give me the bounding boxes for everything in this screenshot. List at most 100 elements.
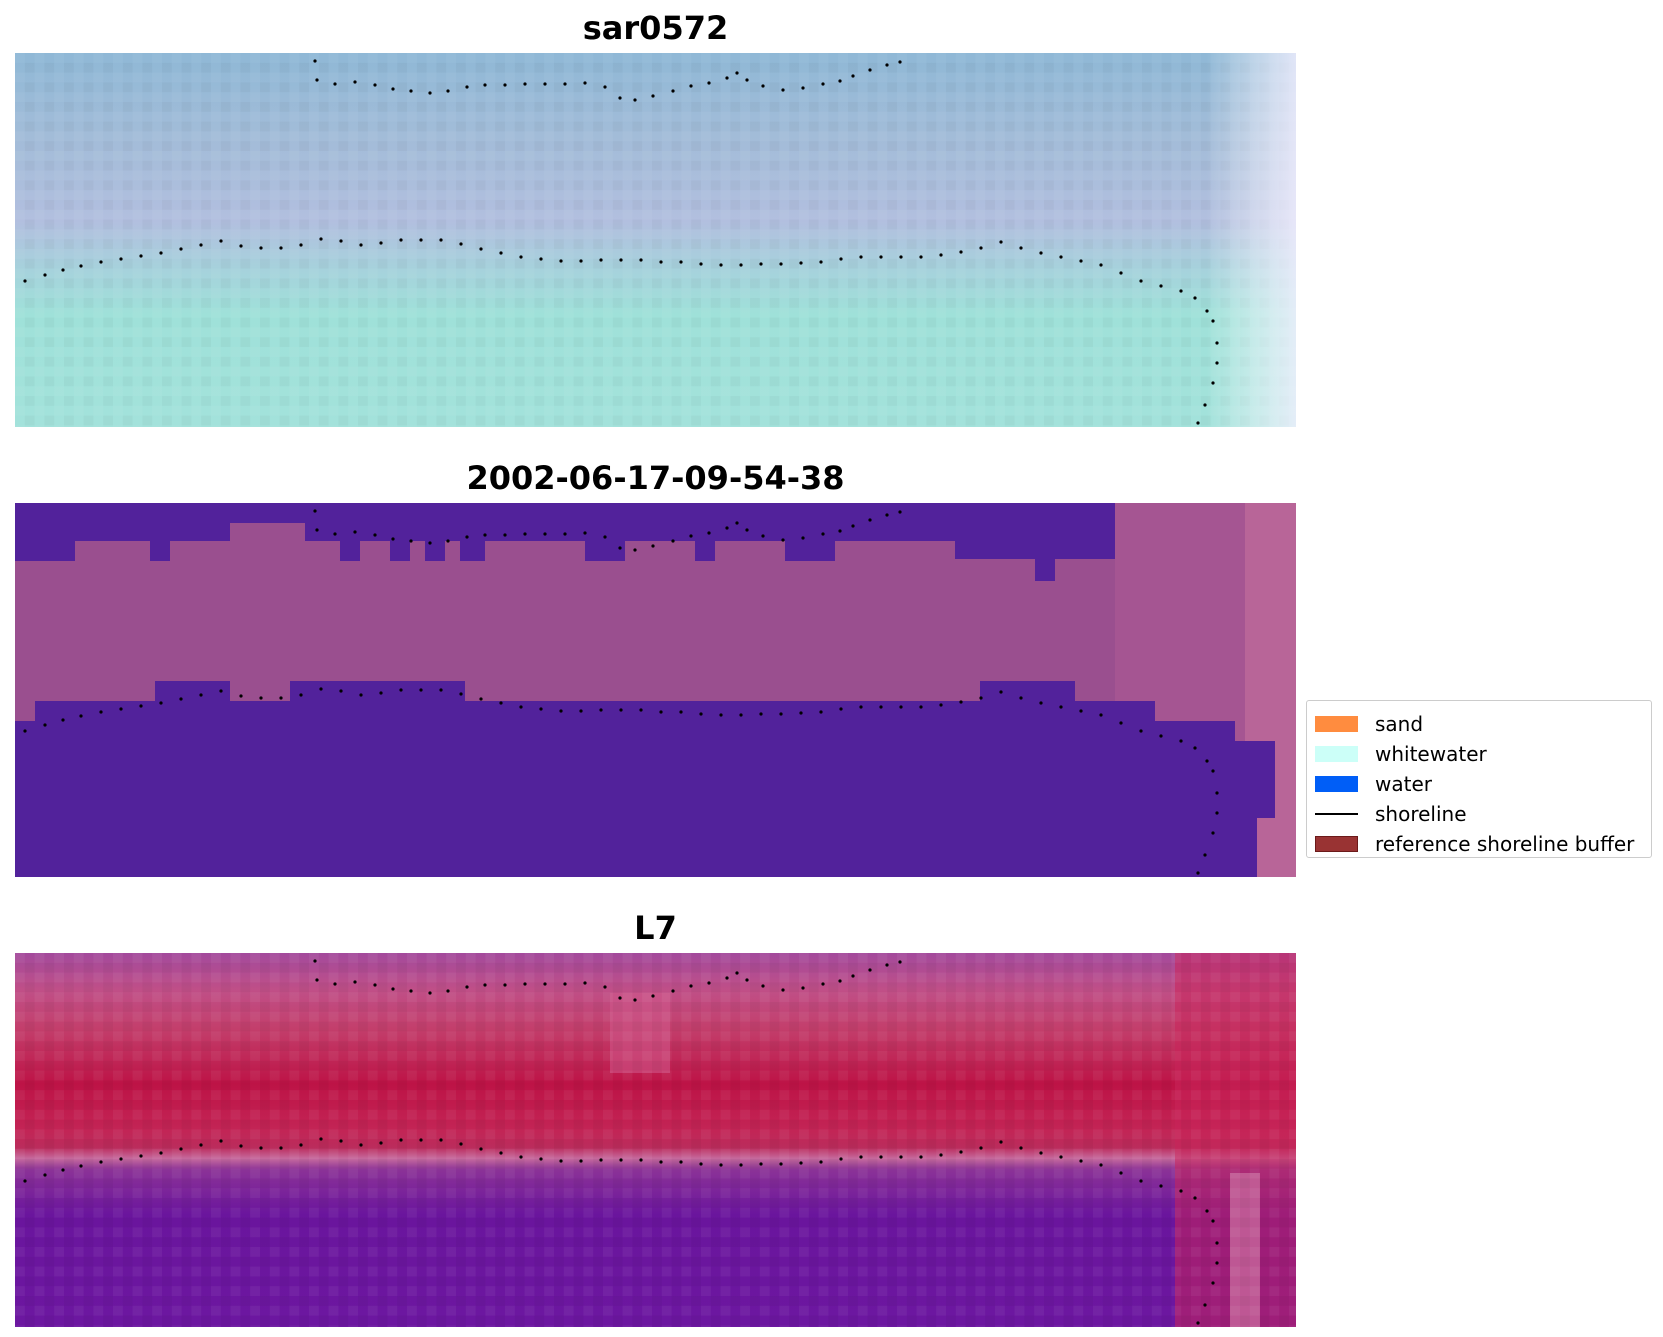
shoreline-point bbox=[1211, 1219, 1215, 1223]
shoreline-point bbox=[259, 1146, 263, 1150]
shoreline-point bbox=[603, 85, 607, 89]
shoreline-point bbox=[1099, 263, 1103, 267]
shoreline-point bbox=[459, 1142, 463, 1146]
shoreline-point bbox=[159, 1151, 163, 1155]
shoreline-point bbox=[159, 251, 163, 255]
shoreline-point bbox=[1211, 381, 1215, 385]
shoreline-point bbox=[1039, 1151, 1043, 1155]
shoreline-point bbox=[838, 529, 842, 533]
shoreline-point bbox=[939, 253, 943, 257]
shoreline-point bbox=[539, 707, 543, 711]
shoreline-point bbox=[219, 239, 223, 243]
shoreline-point bbox=[618, 96, 622, 100]
shoreline-point bbox=[885, 963, 889, 967]
shoreline-point bbox=[919, 255, 923, 259]
shoreline-point bbox=[659, 260, 663, 264]
shoreline-point bbox=[279, 696, 283, 700]
shoreline-point bbox=[725, 526, 729, 530]
shoreline-point bbox=[319, 237, 323, 241]
shoreline-point bbox=[391, 87, 395, 91]
shoreline-point bbox=[419, 688, 423, 692]
legend-label: sand bbox=[1375, 712, 1424, 736]
shoreline-point bbox=[199, 243, 203, 247]
shoreline-point bbox=[979, 1146, 983, 1150]
shoreline-point bbox=[499, 701, 503, 705]
shoreline-point bbox=[409, 989, 413, 993]
shoreline-point bbox=[299, 1143, 303, 1147]
shoreline-point bbox=[99, 260, 103, 264]
shoreline-point bbox=[679, 260, 683, 264]
shoreline-point bbox=[559, 259, 563, 263]
shoreline-point bbox=[179, 697, 183, 701]
shoreline-point bbox=[359, 693, 363, 697]
shoreline-point bbox=[353, 80, 357, 84]
shoreline-point bbox=[1159, 734, 1163, 738]
shoreline-point bbox=[739, 263, 743, 267]
shoreline-point bbox=[1139, 279, 1143, 283]
shoreline-point bbox=[79, 1164, 83, 1168]
shoreline-point bbox=[719, 263, 723, 267]
shoreline-point bbox=[679, 1160, 683, 1164]
shoreline-point bbox=[885, 513, 889, 517]
shoreline-point bbox=[559, 1159, 563, 1163]
classified-image bbox=[15, 503, 1296, 877]
shoreline-point bbox=[1215, 811, 1219, 815]
shoreline-point bbox=[579, 709, 583, 713]
shoreline-point bbox=[353, 980, 357, 984]
shoreline-point bbox=[659, 710, 663, 714]
shoreline-point bbox=[999, 690, 1003, 694]
shoreline-point bbox=[821, 982, 825, 986]
shoreline-point bbox=[761, 984, 765, 988]
shoreline-point bbox=[1211, 831, 1215, 835]
shoreline-point bbox=[651, 94, 655, 98]
shoreline-point bbox=[199, 1143, 203, 1147]
shoreline-point bbox=[279, 1146, 283, 1150]
shoreline-point bbox=[139, 254, 143, 258]
shoreline-point bbox=[779, 262, 783, 266]
shoreline-point bbox=[819, 710, 823, 714]
shoreline-point bbox=[359, 1143, 363, 1147]
shoreline-point bbox=[259, 246, 263, 250]
shoreline-point bbox=[671, 989, 675, 993]
shoreline-point bbox=[219, 689, 223, 693]
shoreline-point bbox=[819, 260, 823, 264]
shoreline-point bbox=[339, 239, 343, 243]
shoreline-point bbox=[919, 705, 923, 709]
shoreline-point bbox=[333, 82, 337, 86]
shoreline-point bbox=[428, 541, 432, 545]
whitewater-swatch-icon bbox=[1315, 746, 1358, 762]
shoreline-point bbox=[639, 708, 643, 712]
shoreline-point bbox=[1039, 251, 1043, 255]
panel-title-1: sar0572 bbox=[582, 9, 729, 47]
shoreline-point bbox=[725, 976, 729, 980]
shoreline-point bbox=[119, 257, 123, 261]
shoreline-point bbox=[735, 971, 739, 975]
shoreline-point bbox=[898, 960, 902, 964]
shoreline-point bbox=[61, 718, 65, 722]
shoreline-point bbox=[651, 544, 655, 548]
shoreline-point bbox=[399, 688, 403, 692]
panel-title-2: 2002-06-17-09-54-38 bbox=[466, 459, 845, 497]
shoreline-point bbox=[483, 983, 487, 987]
shoreline-point bbox=[519, 705, 523, 709]
shoreline-point bbox=[939, 1153, 943, 1157]
shoreline-point bbox=[1119, 271, 1123, 275]
shoreline-point bbox=[779, 1162, 783, 1166]
shoreline-point bbox=[879, 1155, 883, 1159]
shoreline-point bbox=[419, 238, 423, 242]
shoreline-point bbox=[761, 534, 765, 538]
shoreline-point bbox=[979, 246, 983, 250]
shoreline-point bbox=[1205, 759, 1209, 763]
shoreline-point bbox=[503, 83, 507, 87]
shoreline-point bbox=[821, 532, 825, 536]
shoreline-point bbox=[618, 546, 622, 550]
shoreline-point bbox=[899, 1155, 903, 1159]
shoreline-point bbox=[519, 255, 523, 259]
shoreline-point bbox=[503, 533, 507, 537]
shoreline-point bbox=[651, 994, 655, 998]
legend-label: whitewater bbox=[1375, 742, 1487, 766]
shoreline-point bbox=[1079, 709, 1083, 713]
shoreline-point bbox=[633, 548, 637, 552]
shoreline-point bbox=[23, 729, 27, 733]
shoreline-point bbox=[179, 1147, 183, 1151]
